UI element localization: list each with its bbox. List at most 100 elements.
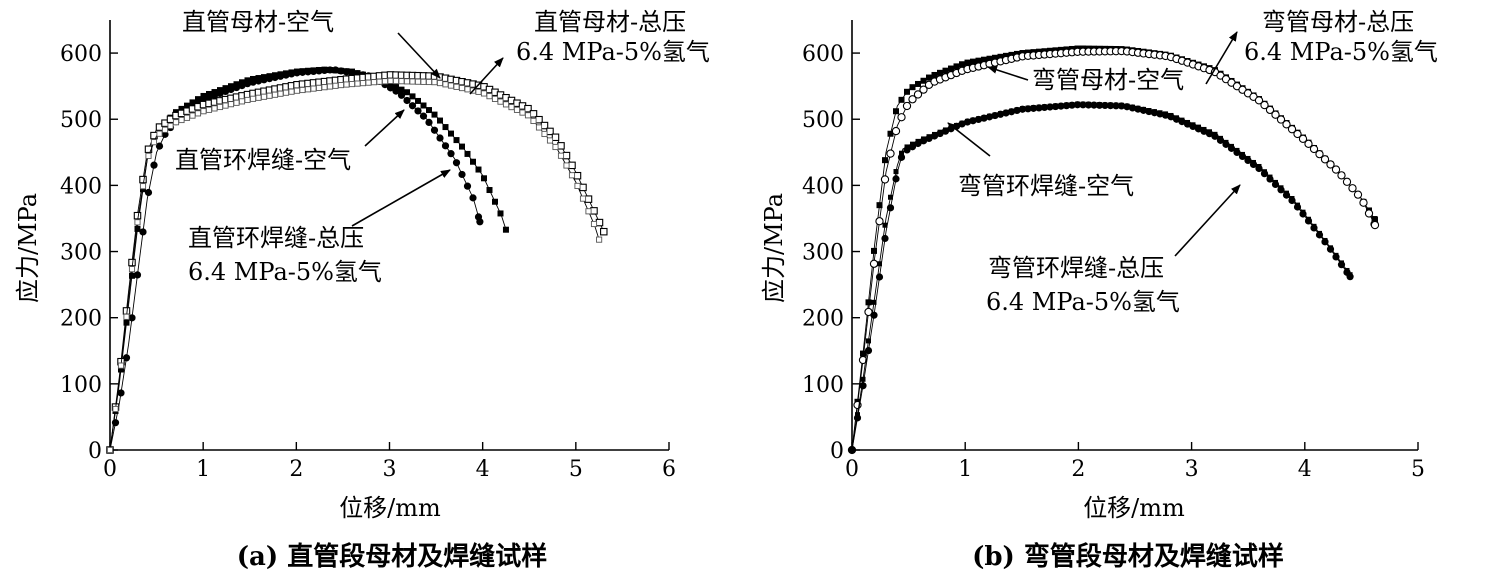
chart-a-series-3-point [568, 172, 576, 179]
chart-a-series-0-point [459, 143, 465, 150]
chart-b-caption: (b) 弯管段母材及焊缝试样 [972, 541, 1284, 572]
chart-a-series-1-point [331, 66, 340, 74]
chart-b-series-1-point [1337, 171, 1346, 180]
chart-a: 0 1 2 3 4 5 6 0 100 200 300 400 500 600 直管母材-空气 直管母材-… [14, 8, 710, 572]
chart-a-series-3 [106, 77, 603, 454]
chart-a-series-0-point [123, 319, 130, 326]
chart-a-series-0-point [481, 175, 487, 182]
chart-b-series-1-point [908, 95, 917, 104]
chart-b-series-3-point [1014, 107, 1020, 113]
chart-a-series-1-point [342, 68, 351, 76]
chart-b-series-3-point [954, 122, 959, 128]
chart-b-series-3-point [1102, 102, 1108, 108]
chart-a-series-1-point [287, 70, 296, 78]
chart-a-series-3-point [310, 85, 317, 92]
chart-b-series-0-point [986, 55, 993, 62]
chart-a-series-0-point [492, 198, 498, 205]
chart-a-series-3-point [293, 87, 301, 94]
chart-b-series-3-point [1058, 102, 1064, 108]
chart-a-series-3-point [376, 78, 383, 85]
chart-a-series-2-point [557, 142, 565, 150]
chart-b-series-1-point [880, 175, 890, 184]
chart-a-series-3-point [574, 182, 581, 189]
chart-b-series-0-point [942, 67, 949, 74]
chart-b-series-3-point [904, 144, 910, 150]
chart-a-series-2-point [568, 161, 576, 170]
chart-a-series-3-point [194, 110, 202, 117]
chart-b-ytick-label: 400 [802, 174, 844, 199]
chart-a-series-3-point [348, 81, 356, 88]
chart-a-ytick-label: 300 [60, 241, 102, 266]
chart-b-series-3-point [1025, 105, 1031, 111]
chart-a-caption: (a) 直管段母材及焊缝试样 [237, 541, 548, 572]
chart-b-series-3-point [1207, 129, 1212, 135]
chart-b-series-3-point [1273, 179, 1278, 185]
chart-b-series-0-point [953, 63, 960, 70]
chart-a-annotation-base-air: 直管母材-空气 [182, 8, 334, 36]
chart-a-series-2-point [551, 133, 560, 142]
chart-a-series-1-point [293, 69, 301, 77]
chart-a-series-1-point [403, 96, 411, 105]
chart-a-series-3-point [315, 84, 323, 91]
chart-a-series-1-point [408, 102, 417, 110]
chart-b-series-3-point [1240, 151, 1245, 157]
chart-a-arrow-weld-h2 [351, 169, 451, 227]
chart-a-series-3-point [134, 219, 141, 226]
chart-b-series-0-point [931, 71, 938, 78]
chart-a-series-3-point [535, 124, 543, 131]
chart-b-series-1-point [886, 149, 895, 158]
chart-b-series-3-point [877, 261, 882, 267]
chart-b-series-3-point [1245, 155, 1251, 161]
chart-b-xtick-label: 4 [1298, 457, 1312, 482]
chart-b-series-1-point [1282, 120, 1291, 129]
chart-a-series-0-point [437, 117, 443, 124]
chart-a-series-3-point [563, 162, 570, 169]
chart-a-series-1-point [249, 78, 257, 86]
chart-b-ytick-label: 100 [802, 373, 844, 398]
chart-a-series-3-point [585, 208, 592, 215]
chart-b-series-3-point [1311, 223, 1317, 229]
chart-a-series-1-point [414, 107, 422, 115]
chart-b-series-3-point [965, 118, 970, 124]
chart-b-series-3-point [1347, 272, 1353, 278]
chart-b-series-1-point [919, 85, 928, 94]
chart-a-series-0-point [178, 105, 185, 112]
chart-a-series-3-point [260, 93, 268, 100]
chart-a-series-1-point [458, 170, 466, 179]
chart-b-xtick-label: 0 [845, 457, 859, 482]
chart-a-series-3-point [200, 108, 207, 115]
chart-b-series-3-point [1157, 110, 1163, 116]
chart-b-series-1-point [1298, 134, 1308, 143]
chart-b-series-3-point [1278, 185, 1284, 191]
chart-a-series-3-point [161, 126, 169, 133]
chart-b-series-1-point [1271, 110, 1280, 119]
chart-b-xlabel: 位移/mm [1083, 494, 1185, 522]
chart-b-series-3-point [1251, 159, 1256, 165]
chart-b-series-3-point [1119, 102, 1124, 108]
chart-a-series-3-point [117, 362, 125, 369]
chart-a-series-3-point [508, 104, 515, 111]
chart-b-ytick-label: 0 [830, 439, 844, 464]
chart-b-series-3-point [1036, 104, 1042, 110]
chart-a-xtick-label: 5 [569, 457, 583, 482]
chart-b-annotation-base-air: 弯管母材-空气 [1032, 66, 1184, 94]
chart-a-series-2 [106, 71, 608, 454]
chart-a-series-3-point [403, 78, 411, 85]
chart-b-series-0-point [893, 108, 899, 115]
chart-b-series-3-point [1344, 267, 1350, 273]
chart-a-series-3-point [183, 114, 191, 121]
chart-a-series-0-point [118, 366, 124, 373]
chart-b-series-1-point [1293, 129, 1302, 139]
chart-b-series-1-point [1364, 209, 1374, 218]
chart-a-ytick-label: 600 [60, 42, 102, 67]
chart-a-series-1-point [304, 68, 312, 76]
chart-b-series-3-point [1339, 260, 1344, 266]
chart-a-series-3-point [486, 93, 493, 100]
chart-a-xtick-label: 1 [196, 457, 210, 482]
chart-b-ytick-label: 600 [802, 42, 844, 67]
chart-a-series-0-point [134, 225, 141, 232]
chart-a-xlabel: 位移/mm [339, 494, 441, 522]
chart-b-ylabel: 应力/MPa [760, 193, 788, 303]
chart-b-series-3-point [1196, 124, 1201, 130]
chart-a-series-3-point [436, 80, 444, 87]
